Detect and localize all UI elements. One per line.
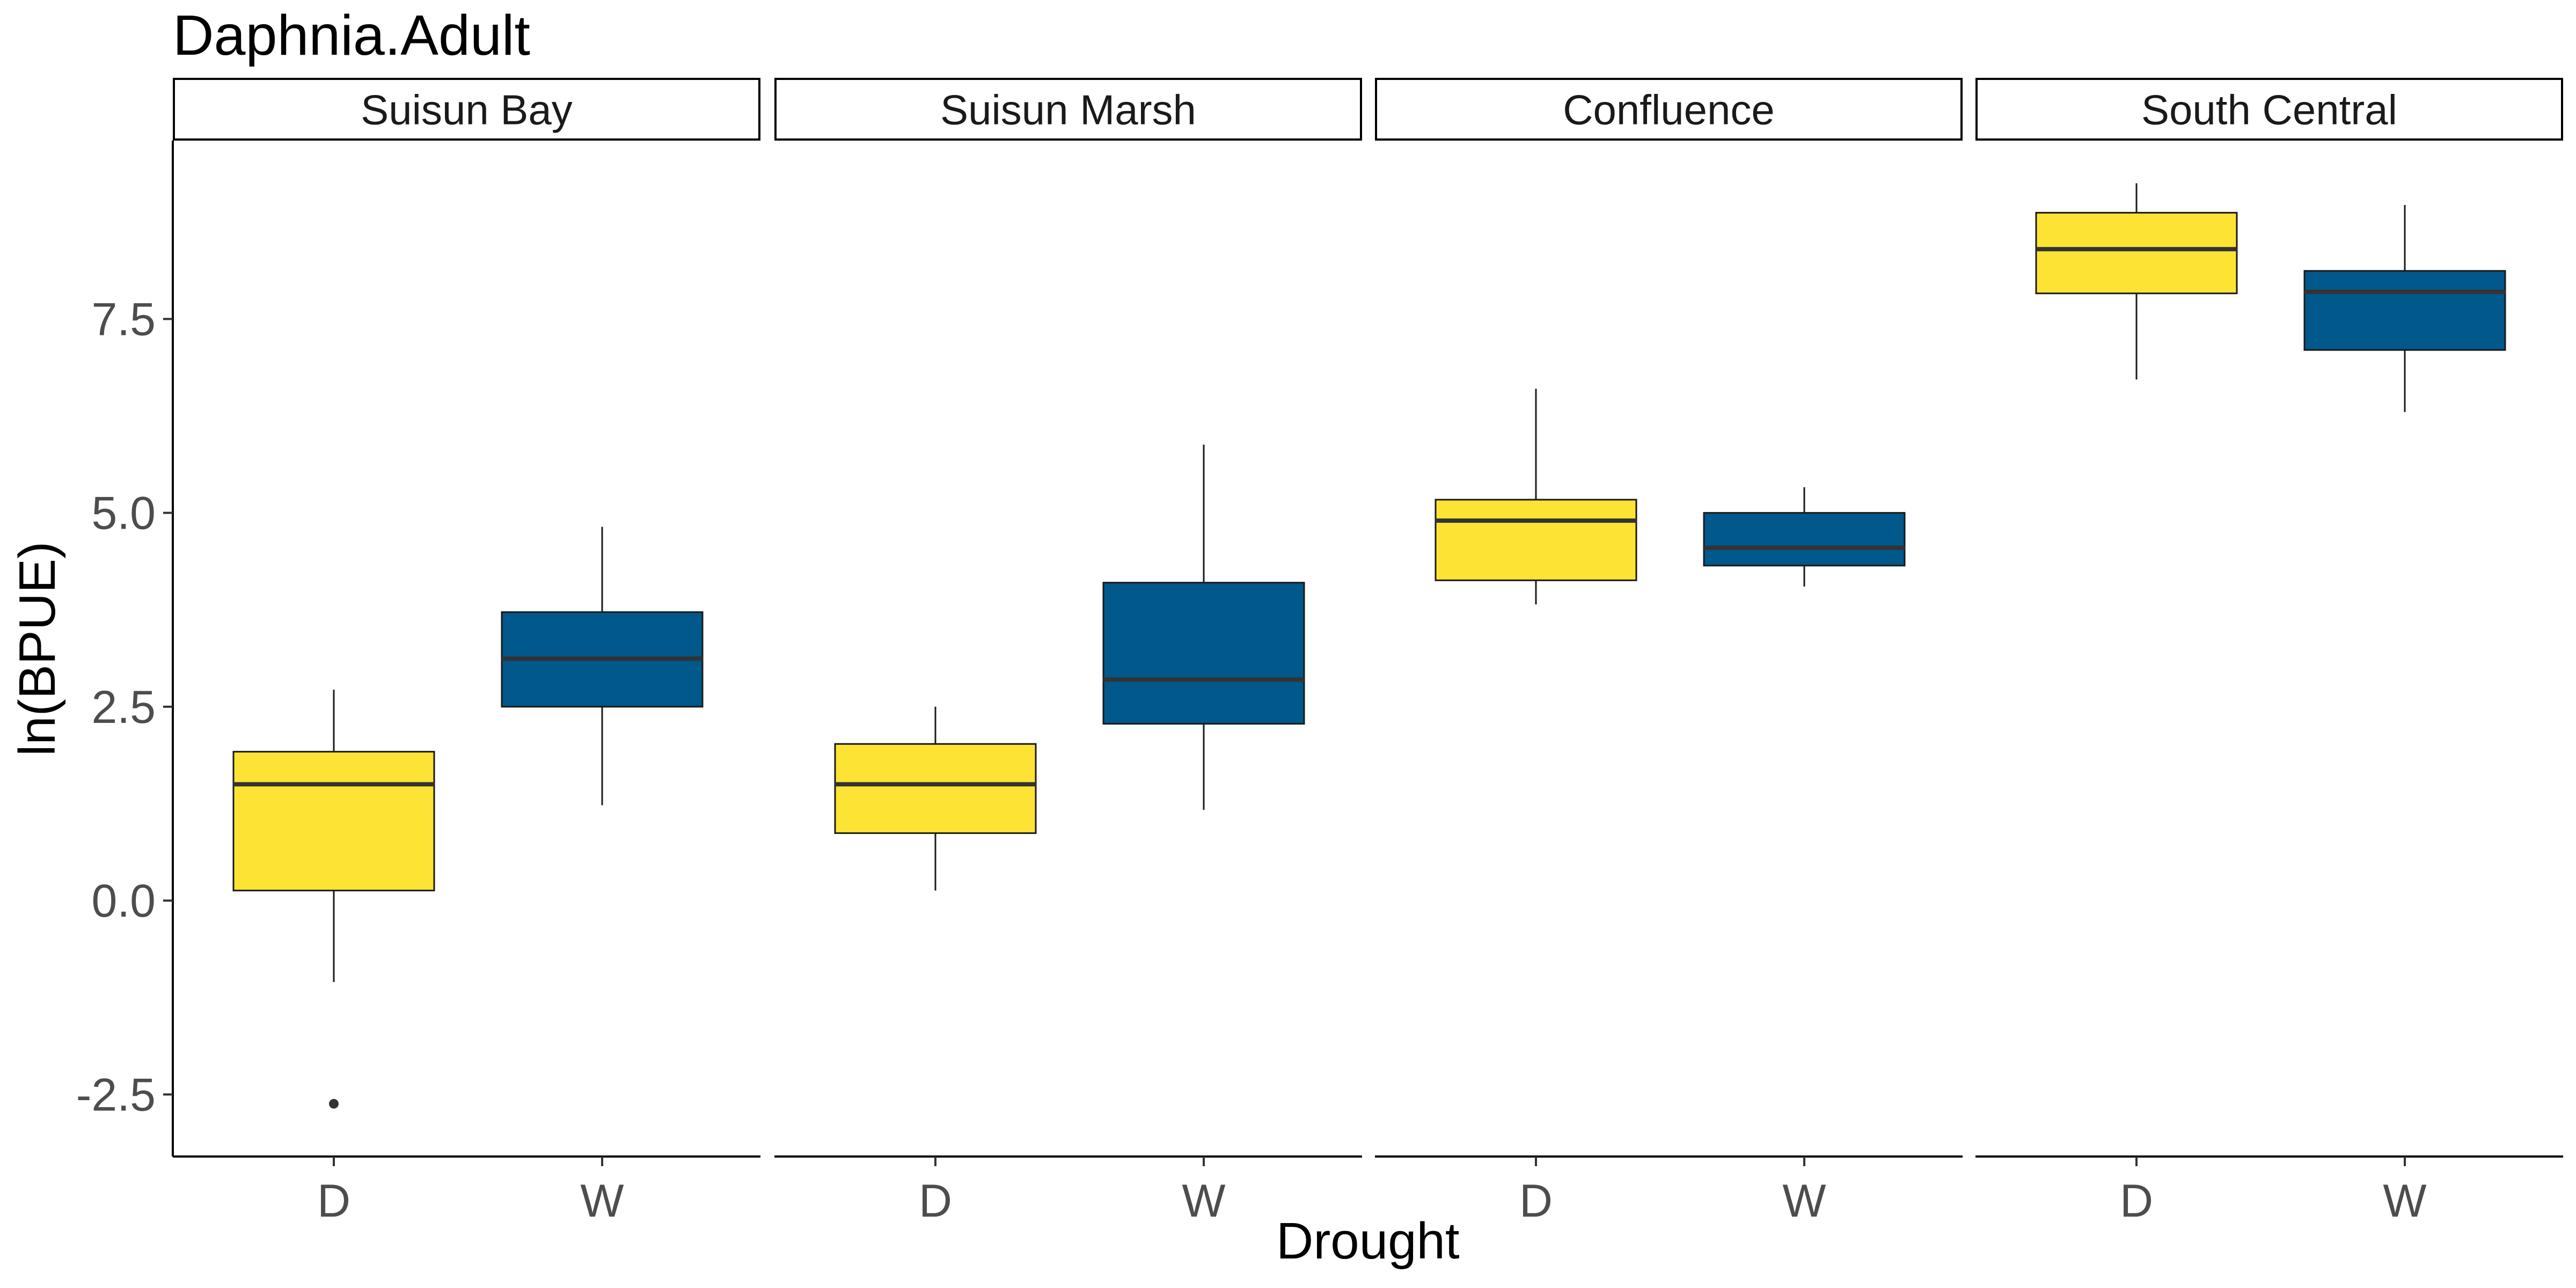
x-tick-label: W (1782, 1175, 1826, 1227)
facet-panel: South Central D W (1975, 78, 2563, 1227)
x-tick-label: D (1519, 1175, 1553, 1227)
box-iqr (2035, 211, 2238, 295)
x-axis-label: Drought (1276, 1212, 1460, 1270)
facet-panel: Confluence D W (1375, 78, 1963, 1227)
box-iqr (1102, 582, 1305, 725)
facet-strip (1375, 78, 1963, 141)
facet-panel: Suisun Marsh D W (774, 78, 1362, 1227)
y-tick-label: 7.5 (91, 294, 156, 345)
box-iqr (232, 751, 435, 891)
facet-strip-label: Suisun Bay (361, 86, 573, 134)
box-D (2035, 183, 2238, 380)
box-D (834, 706, 1037, 891)
y-tick-label: -2.5 (76, 1069, 156, 1121)
box-W (1703, 487, 1906, 587)
box-iqr (1703, 512, 1906, 567)
facet-strip (774, 78, 1362, 141)
outlier-point (329, 1099, 339, 1109)
x-tick-label: W (2383, 1175, 2426, 1227)
box-W (1102, 444, 1305, 810)
y-tick-label: 0.0 (91, 875, 156, 927)
chart-title: Daphnia.Adult (173, 4, 530, 67)
box-D (232, 690, 435, 1109)
box-W (2303, 204, 2506, 412)
box-W (501, 526, 704, 806)
facet-strip-label: Confluence (1563, 86, 1775, 134)
facet-strip (173, 78, 760, 141)
x-tick-label: W (1182, 1175, 1225, 1227)
facet-strip (1975, 78, 2563, 141)
box-iqr (1435, 499, 1637, 581)
facet-panel: Suisun Bay D W (173, 78, 760, 1227)
box-iqr (834, 743, 1037, 834)
box-D (1435, 389, 1637, 605)
x-tick-label: D (2120, 1175, 2153, 1227)
box-iqr (2303, 270, 2506, 351)
facet-strip-label: South Central (2141, 86, 2397, 134)
x-tick-label: D (919, 1175, 952, 1227)
x-tick-label: D (317, 1175, 350, 1227)
y-tick-label: 5.0 (91, 488, 156, 539)
x-tick-label: W (580, 1175, 624, 1227)
y-tick-label: 2.5 (91, 682, 156, 733)
facet-strip-label: Suisun Marsh (940, 86, 1196, 134)
